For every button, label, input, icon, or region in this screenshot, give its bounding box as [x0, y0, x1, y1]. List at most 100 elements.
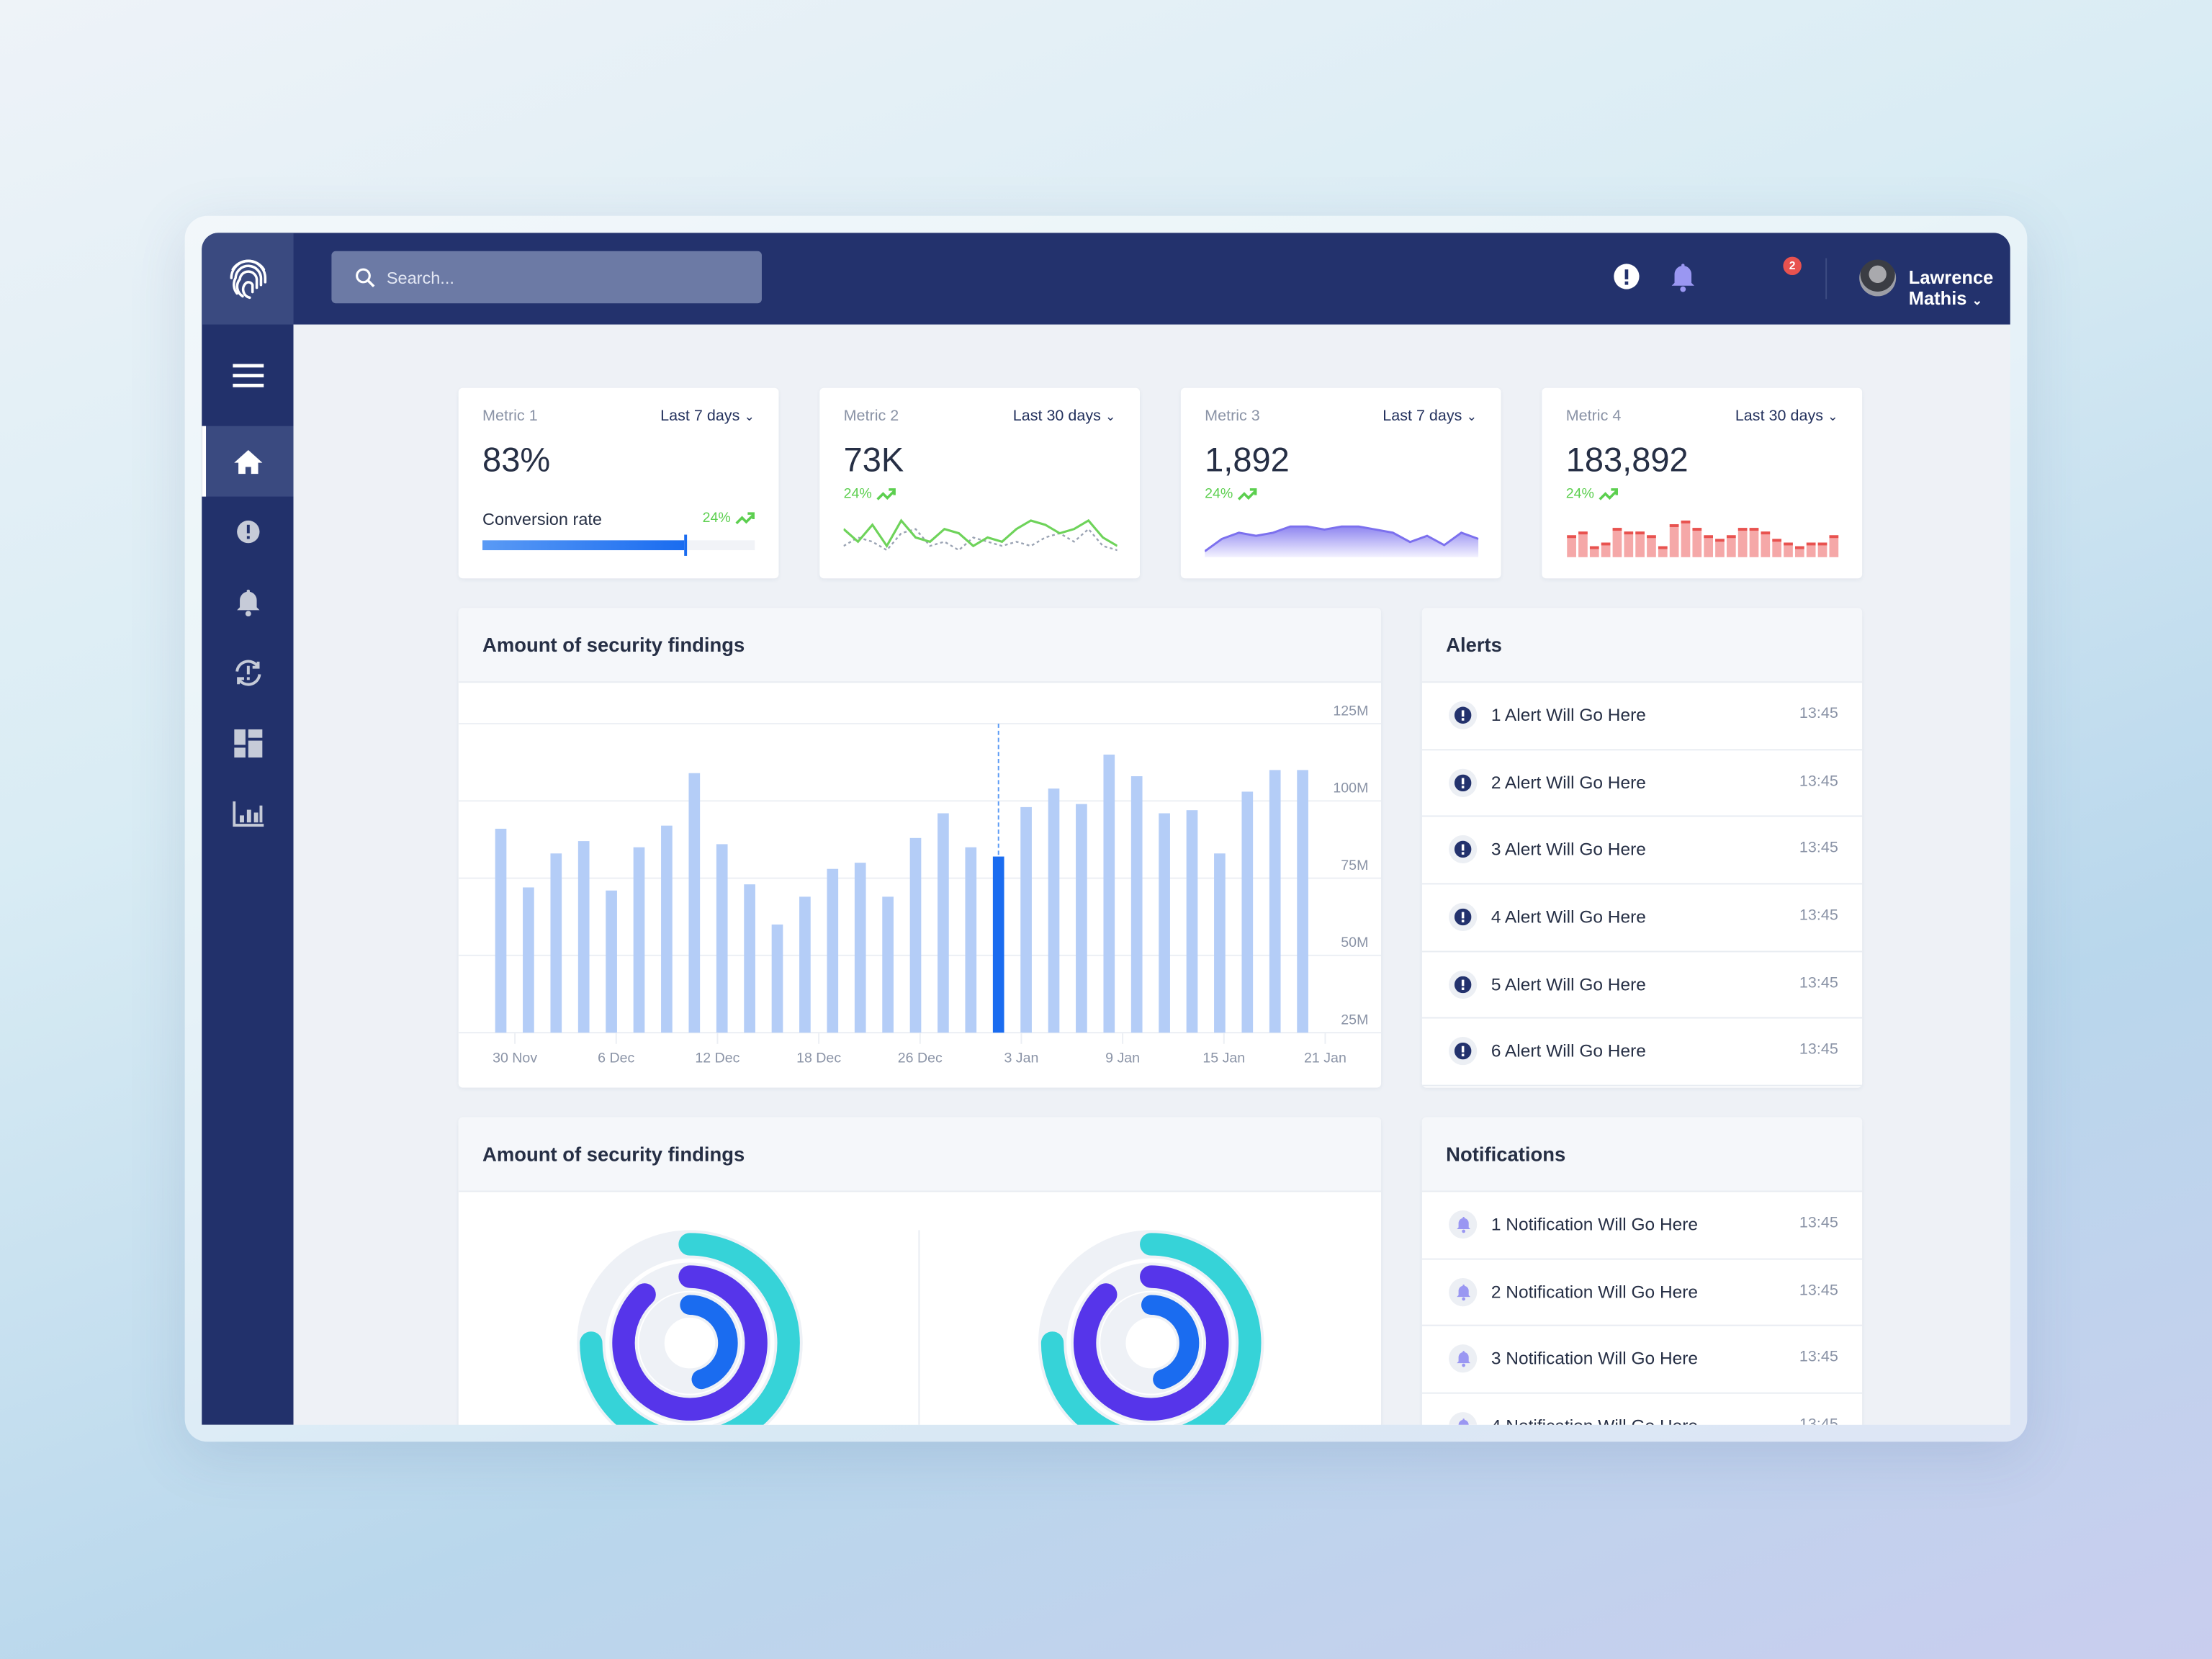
- bar[interactable]: [1020, 806, 1032, 1033]
- donut-charts: [577, 1230, 1264, 1425]
- bar-chart-icon: [232, 801, 264, 827]
- sparkline-bar-cap: [1635, 531, 1645, 535]
- sparkline-bar-cap: [1658, 546, 1668, 549]
- bar[interactable]: [1186, 810, 1198, 1033]
- hamburger-icon: [232, 364, 264, 387]
- donut-ring[interactable]: [1103, 1295, 1200, 1391]
- bar[interactable]: [1130, 775, 1143, 1033]
- donut-ring[interactable]: [612, 1265, 768, 1421]
- sparkline-bar-cap: [1669, 524, 1679, 527]
- list-item[interactable]: 1 Alert Will Go Here 13:45: [1421, 683, 1863, 750]
- metric-label: Metric 1: [482, 408, 538, 425]
- sidebar-item-home[interactable]: [202, 426, 294, 497]
- donut-ring[interactable]: [580, 1233, 800, 1425]
- donut-ring[interactable]: [1073, 1265, 1229, 1421]
- dashboard-icon: [233, 729, 262, 758]
- bar[interactable]: [661, 825, 673, 1033]
- bar[interactable]: [1076, 804, 1087, 1033]
- donut-ring[interactable]: [642, 1295, 738, 1391]
- bar[interactable]: [1241, 791, 1254, 1033]
- alert-icon: [1454, 1043, 1472, 1061]
- bar[interactable]: [1103, 754, 1115, 1033]
- x-tick-label: 21 Jan: [1304, 1050, 1346, 1066]
- avatar[interactable]: [1859, 259, 1897, 297]
- sparkline-bar-cap: [1692, 528, 1702, 531]
- bar[interactable]: [854, 863, 866, 1033]
- list-item[interactable]: 4 Notification Will Go Here 13:45: [1422, 1394, 1862, 1425]
- bell-icon[interactable]: [1671, 262, 1696, 293]
- list-item[interactable]: 1 Notification Will Go Here 13:45: [1421, 1192, 1863, 1259]
- list-item[interactable]: 5 Alert Will Go Here 13:45: [1421, 952, 1863, 1020]
- list-item[interactable]: 6 Alert Will Go Here 13:45: [1421, 1019, 1863, 1087]
- sidebar-item-alerts[interactable]: [202, 497, 293, 567]
- bar[interactable]: [1297, 770, 1308, 1033]
- sidebar: [202, 233, 294, 1425]
- bar[interactable]: [1159, 813, 1170, 1033]
- sidebar-item-dashboard[interactable]: [202, 709, 293, 779]
- item-text: 1 Alert Will Go Here: [1491, 705, 1646, 726]
- range-dropdown[interactable]: Last 7 days ⌄: [660, 408, 755, 425]
- sidebar-item-notifications[interactable]: [202, 567, 293, 638]
- bar[interactable]: [550, 853, 562, 1033]
- item-text: 6 Alert Will Go Here: [1491, 1041, 1646, 1062]
- sidebar-item-incidents[interactable]: [202, 638, 293, 709]
- donut-ring[interactable]: [1040, 1233, 1262, 1425]
- menu-button[interactable]: [202, 325, 293, 426]
- range-dropdown[interactable]: Last 30 days ⌄: [1735, 408, 1838, 425]
- bar[interactable]: [965, 847, 977, 1033]
- range-dropdown[interactable]: Last 7 days ⌄: [1382, 408, 1477, 425]
- bar[interactable]: [799, 896, 811, 1033]
- logo[interactable]: [202, 233, 294, 325]
- user-menu[interactable]: Lawrence Mathis ⌄: [1909, 266, 2010, 309]
- chevron-down-icon: ⌄: [1827, 409, 1838, 423]
- fingerprint-icon: [229, 258, 266, 299]
- bar[interactable]: [577, 841, 590, 1033]
- findings-chart-card: Amount of security findings 125M 100M 75M 5…: [458, 608, 1382, 1088]
- list-item[interactable]: 4 Alert Will Go Here 13:45: [1421, 885, 1863, 952]
- sparkline-bar: [1647, 535, 1656, 557]
- delta-value: 24%: [1565, 486, 1594, 503]
- bar[interactable]: [688, 773, 701, 1033]
- bar[interactable]: [827, 868, 839, 1033]
- top-bar: 2 Lawrence Mathis ⌄: [293, 233, 2010, 325]
- search-box[interactable]: [331, 251, 762, 304]
- list-item[interactable]: 2 Notification Will Go Here 13:45: [1421, 1259, 1863, 1327]
- list-item[interactable]: 3 Notification Will Go Here 13:45: [1421, 1326, 1863, 1394]
- bar[interactable]: [1214, 853, 1226, 1033]
- search-input[interactable]: [383, 266, 757, 289]
- bell-icon: [1456, 1284, 1470, 1300]
- alert-icon[interactable]: [1612, 262, 1640, 290]
- item-time: 13:45: [1799, 840, 1838, 857]
- bar[interactable]: [882, 896, 894, 1033]
- bar[interactable]: [495, 828, 507, 1033]
- bar[interactable]: [938, 813, 949, 1033]
- bell-icon: [1456, 1351, 1470, 1368]
- list-icon: [1449, 1277, 1478, 1306]
- bar[interactable]: [771, 924, 783, 1033]
- sparkline-bar: [1692, 528, 1702, 557]
- range-dropdown[interactable]: Last 30 days ⌄: [1013, 408, 1116, 425]
- x-tick-label: 3 Jan: [1004, 1050, 1038, 1066]
- card-title: Notifications: [1446, 1142, 1566, 1166]
- bar[interactable]: [744, 884, 755, 1033]
- list-item[interactable]: 3 Alert Will Go Here 13:45: [1421, 817, 1863, 885]
- y-tick-label: 25M: [1341, 1012, 1368, 1028]
- bar[interactable]: [523, 887, 534, 1033]
- bar[interactable]: [606, 890, 617, 1033]
- list-icon: [1449, 1210, 1478, 1239]
- divider: [1825, 258, 1827, 300]
- sidebar-item-reports[interactable]: [202, 778, 293, 849]
- bar[interactable]: [909, 837, 922, 1033]
- trend-up-icon: [1599, 487, 1619, 500]
- sparkline-bar-cap: [1612, 528, 1622, 531]
- search-icon: [356, 267, 375, 287]
- bar[interactable]: [1269, 770, 1281, 1033]
- item-text: 1 Notification Will Go Here: [1491, 1214, 1699, 1235]
- sync-alert-icon: [235, 660, 261, 686]
- list-item[interactable]: 2 Alert Will Go Here 13:45: [1421, 750, 1863, 818]
- bar[interactable]: [716, 844, 728, 1033]
- chevron-down-icon: ⌄: [1972, 293, 1983, 308]
- bar[interactable]: [1048, 788, 1060, 1033]
- bar[interactable]: [633, 847, 645, 1033]
- bar-highlighted[interactable]: [992, 856, 1004, 1033]
